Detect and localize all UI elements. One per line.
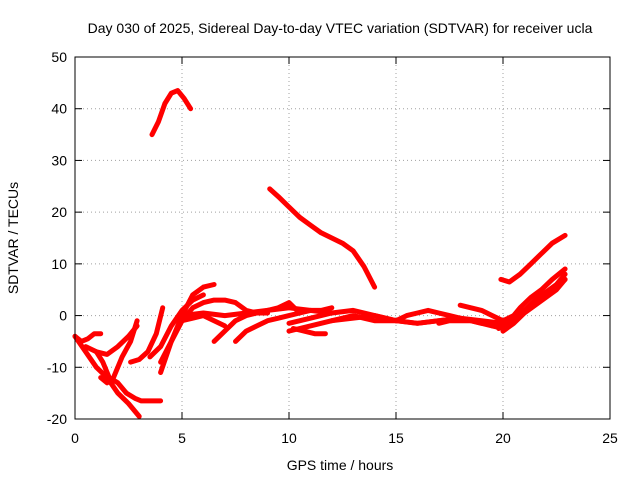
series-line-arc03 <box>498 232 568 285</box>
series-line-arc10 <box>147 292 206 360</box>
x-tick-label: 20 <box>495 430 511 446</box>
y-tick-label: 50 <box>51 49 67 65</box>
series-line-arc26 <box>500 276 568 334</box>
series-line-arc09 <box>128 305 166 365</box>
series-line-arc06 <box>93 349 164 404</box>
series-line-arc15 <box>211 300 303 344</box>
y-tick-label: 20 <box>51 204 67 220</box>
x-tick-label: 15 <box>388 430 404 446</box>
x-axis-label: GPS time / hours <box>287 457 394 473</box>
series-line-arc07 <box>98 318 140 386</box>
grid <box>75 57 610 419</box>
series-line-arc25 <box>496 266 568 331</box>
series-line-arc01 <box>149 88 194 138</box>
series-line-arc08 <box>83 323 140 357</box>
plot-frame <box>74 56 611 420</box>
axis-ticks: 0 5 10 15 20 25 -20 -10 0 10 20 30 40 50 <box>47 49 618 446</box>
y-tick-label: -20 <box>47 411 67 427</box>
x-tick-label: 5 <box>178 430 186 446</box>
y-tick-label: 10 <box>51 256 67 272</box>
y-axis-label: SDTVAR / TECUs <box>5 182 21 294</box>
y-tick-label: -10 <box>47 359 67 375</box>
y-tick-label: 40 <box>51 101 67 117</box>
series-line-arc16 <box>233 305 335 344</box>
series-line-arc18 <box>290 326 328 337</box>
chart-title: Day 030 of 2025, Sidereal Day-to-day VTE… <box>88 20 593 36</box>
plot-data <box>72 88 568 419</box>
x-tick-label: 10 <box>281 430 297 446</box>
x-tick-label: 0 <box>71 430 79 446</box>
series-line-arc02 <box>267 186 378 290</box>
y-tick-label: 30 <box>51 152 67 168</box>
y-tick-label: 0 <box>59 308 67 324</box>
x-tick-label: 25 <box>602 430 618 446</box>
series-line-arc13 <box>168 313 228 344</box>
